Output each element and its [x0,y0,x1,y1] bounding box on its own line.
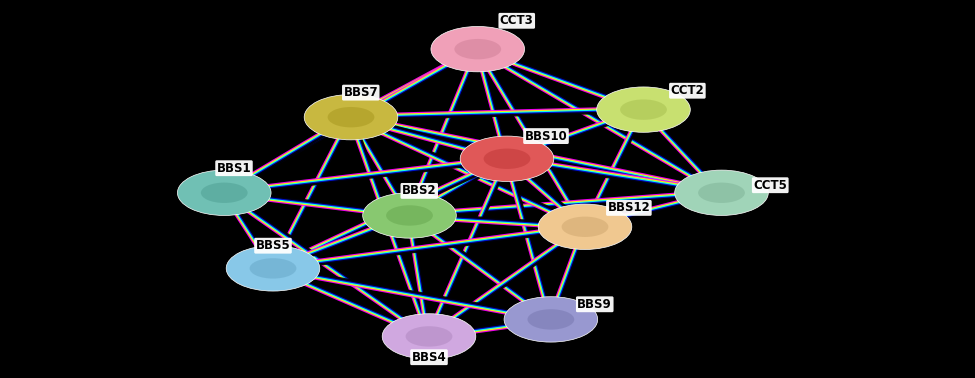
Ellipse shape [406,326,452,347]
Ellipse shape [504,297,598,342]
Text: BBS7: BBS7 [343,86,378,99]
Text: BBS4: BBS4 [411,351,447,364]
Text: BBS1: BBS1 [216,162,252,175]
Ellipse shape [386,205,433,226]
Ellipse shape [431,26,525,72]
Ellipse shape [382,314,476,359]
Ellipse shape [460,136,554,181]
Ellipse shape [675,170,768,215]
Text: BBS2: BBS2 [402,184,437,197]
Ellipse shape [484,149,530,169]
Text: BBS12: BBS12 [607,201,650,214]
Text: CCT3: CCT3 [500,14,533,27]
Ellipse shape [454,39,501,59]
Text: CCT2: CCT2 [671,84,704,97]
Ellipse shape [226,246,320,291]
Ellipse shape [527,309,574,330]
Ellipse shape [538,204,632,249]
Ellipse shape [597,87,690,132]
Ellipse shape [620,99,667,120]
Text: BBS10: BBS10 [525,130,567,143]
Text: BBS5: BBS5 [255,239,291,252]
Ellipse shape [201,183,248,203]
Text: CCT5: CCT5 [754,179,787,192]
Ellipse shape [698,183,745,203]
Ellipse shape [328,107,374,127]
Ellipse shape [177,170,271,215]
Ellipse shape [250,258,296,279]
Text: BBS9: BBS9 [577,298,612,311]
Ellipse shape [363,193,456,238]
Ellipse shape [562,217,608,237]
Ellipse shape [304,94,398,140]
